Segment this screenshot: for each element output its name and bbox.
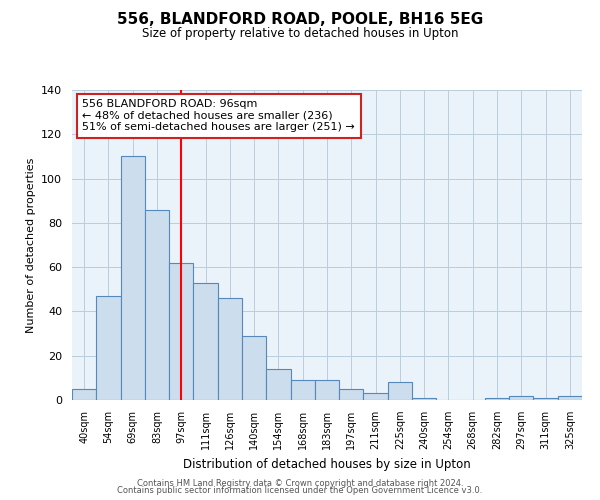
Bar <box>485 398 509 400</box>
Bar <box>315 380 339 400</box>
Text: Contains HM Land Registry data © Crown copyright and database right 2024.: Contains HM Land Registry data © Crown c… <box>137 478 463 488</box>
Bar <box>509 396 533 400</box>
Bar <box>193 282 218 400</box>
Bar <box>339 389 364 400</box>
Bar <box>169 262 193 400</box>
Bar <box>266 369 290 400</box>
Bar <box>364 394 388 400</box>
Bar <box>558 396 582 400</box>
Bar <box>242 336 266 400</box>
Bar <box>121 156 145 400</box>
Y-axis label: Number of detached properties: Number of detached properties <box>26 158 35 332</box>
Text: 556 BLANDFORD ROAD: 96sqm
← 48% of detached houses are smaller (236)
51% of semi: 556 BLANDFORD ROAD: 96sqm ← 48% of detac… <box>82 100 355 132</box>
Bar <box>412 398 436 400</box>
Bar <box>72 389 96 400</box>
Bar <box>218 298 242 400</box>
Text: 556, BLANDFORD ROAD, POOLE, BH16 5EG: 556, BLANDFORD ROAD, POOLE, BH16 5EG <box>117 12 483 28</box>
Bar <box>145 210 169 400</box>
Text: Contains public sector information licensed under the Open Government Licence v3: Contains public sector information licen… <box>118 486 482 495</box>
Bar <box>388 382 412 400</box>
Text: Size of property relative to detached houses in Upton: Size of property relative to detached ho… <box>142 28 458 40</box>
Bar <box>96 296 121 400</box>
Bar <box>290 380 315 400</box>
Bar <box>533 398 558 400</box>
X-axis label: Distribution of detached houses by size in Upton: Distribution of detached houses by size … <box>183 458 471 470</box>
